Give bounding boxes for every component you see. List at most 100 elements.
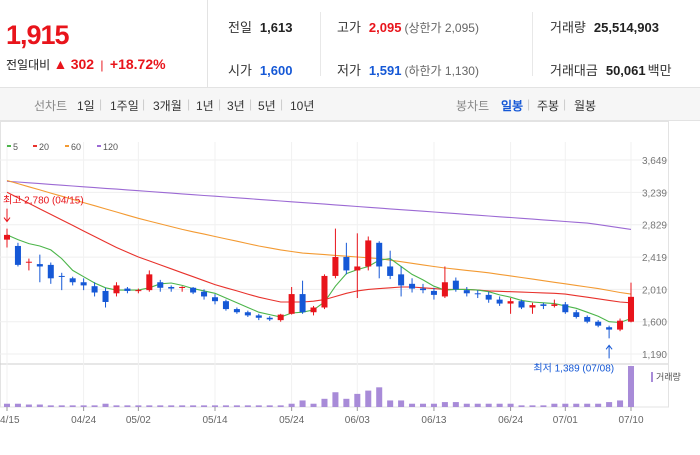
ma120-line [6, 180, 632, 230]
quote-stats: 전일 1,613 시가 1,600 고가 2,095 (상한가 2,095) 저가 1,5… [210, 0, 700, 88]
candle-body [354, 266, 361, 271]
low-arrow-icon [605, 344, 613, 359]
stat-high: 고가 2,095 (상한가 2,095) [337, 17, 479, 36]
volume-bar [321, 398, 328, 407]
legend-label: 60 [71, 142, 81, 152]
candle-body [113, 285, 120, 294]
candle-body [387, 266, 394, 276]
ma20-line [6, 191, 632, 304]
candle-body [222, 301, 229, 310]
x-tick-label: 07/10 [618, 415, 643, 426]
volume-bar [463, 403, 470, 407]
candle-body [233, 309, 240, 313]
volume-bar [288, 403, 295, 407]
candle-body [124, 288, 131, 291]
tab-divider: | [142, 97, 146, 111]
candle-body [146, 274, 153, 291]
candle-body [102, 290, 109, 302]
x-tick-label: 05/14 [202, 415, 227, 426]
candle-body [452, 280, 459, 290]
candle-body [507, 301, 514, 304]
candle-body [299, 294, 306, 313]
volume-bar [452, 402, 459, 407]
change-row: 전일대비 ▲ 302 | +18.72% [6, 56, 166, 73]
volume-bar [102, 403, 109, 407]
volume-bar [80, 405, 87, 407]
candle-body [69, 278, 76, 283]
price-box: 1,915 전일대비 ▲ 302 | +18.72% [0, 0, 208, 88]
x-tick-label: 04/24 [71, 415, 96, 426]
volume-bar [124, 405, 131, 407]
stat-value: 50,061 [605, 63, 646, 78]
stat-open: 시가 1,600 [228, 60, 292, 79]
candle-body [288, 294, 295, 314]
y-tick-label: 1,190 [642, 350, 667, 361]
candle-body [496, 299, 503, 304]
tab-5y[interactable]: 5년 [258, 99, 276, 113]
candle-body [255, 315, 262, 318]
tab-1w[interactable]: 1주일 [110, 99, 139, 113]
candle-body [36, 264, 43, 267]
candle-body [47, 264, 54, 279]
candle-body [332, 257, 339, 276]
tab-divider: | [280, 97, 284, 111]
y-tick-label: 3,649 [642, 156, 667, 167]
tab-weekly[interactable]: 주봉 [537, 99, 560, 113]
stat-unit: 백만 [647, 63, 672, 78]
candle-body [157, 282, 164, 288]
tab-monthly[interactable]: 월봉 [574, 99, 597, 113]
volume-bar [36, 404, 43, 407]
volume-bar [3, 403, 11, 407]
stat-amount: 거래대금 50,061 백만 [550, 60, 680, 79]
candle-body [441, 282, 448, 297]
candle-body [518, 301, 525, 308]
tab-1y[interactable]: 1년 [196, 99, 214, 113]
volume-bar [617, 400, 624, 407]
high-arrow-icon [3, 208, 11, 223]
x-tick-label: 07/01 [553, 415, 578, 426]
candle-body [91, 286, 98, 293]
volume-bar [496, 403, 503, 407]
stat-value: 2,095 [368, 20, 402, 35]
volume-bar [14, 403, 21, 407]
candle-body [25, 261, 32, 263]
tab-1d[interactable]: 1일 [77, 99, 95, 113]
volume-bar [474, 403, 481, 407]
ma60-line [6, 179, 632, 295]
volume-bar [573, 403, 580, 407]
y-tick-label: 1,600 [642, 318, 667, 329]
line-chart-label: 선차트 [34, 99, 68, 113]
candle-body [617, 320, 624, 330]
candle-body [244, 312, 251, 316]
change-value: 302 [70, 56, 95, 72]
candle-body [190, 287, 197, 293]
stat-value: 1,613 [259, 20, 293, 35]
candle-body [430, 290, 437, 295]
candle-body [135, 290, 142, 292]
divider [320, 12, 321, 76]
tab-3y[interactable]: 3년 [227, 99, 245, 113]
volume-bar [211, 405, 219, 407]
candle-body [606, 327, 613, 330]
tab-3m[interactable]: 3개월 [153, 99, 182, 113]
volume-bar [627, 366, 635, 407]
candle-body [584, 316, 591, 322]
divider [532, 12, 533, 76]
tab-daily[interactable]: 일봉 [501, 99, 524, 113]
candle-body [3, 234, 11, 240]
volume-bar [343, 398, 350, 407]
candle-body [398, 274, 405, 286]
volume-bar [606, 402, 613, 407]
low-annotation: 최저 1,389 (07/08) [533, 362, 614, 374]
candle-body [419, 288, 427, 291]
candle-body [595, 321, 602, 326]
tab-10y[interactable]: 10년 [290, 99, 315, 113]
stat-low: 저가 1,591 (하한가 1,130) [337, 60, 479, 79]
volume-bar [113, 405, 120, 407]
candle-body [540, 304, 547, 306]
tab-divider: | [527, 97, 531, 111]
y-tick-label: 2,419 [642, 253, 667, 264]
up-arrow-icon: ▲ [53, 56, 68, 72]
volume-bar [365, 390, 372, 407]
chart-tab-bar: 선차트 1일 | 1주일 | 3개월 | 1년 | 3년 | 5년 | 10년 … [0, 88, 700, 121]
